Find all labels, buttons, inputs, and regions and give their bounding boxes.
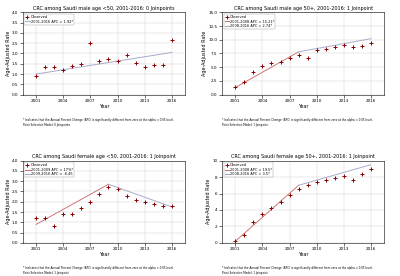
Text: * Indicates that the Annual Percent Change (APC) is significantly different from: * Indicates that the Annual Percent Chan… [222, 266, 373, 275]
Legend: Observed, 2001-2008 APC = 19.5*, 2008-2016 APC = 3.5*: Observed, 2001-2008 APC = 19.5*, 2008-20… [224, 162, 273, 177]
X-axis label: Year: Year [99, 104, 109, 109]
Legend: Observed, 2001-2016 APC = 1.92*: Observed, 2001-2016 APC = 1.92* [24, 14, 74, 25]
Y-axis label: Age-Adjusted Rate: Age-Adjusted Rate [6, 179, 10, 224]
Title: CRC among Saudi male age 50+, 2001-2016: 1 Joinpoint: CRC among Saudi male age 50+, 2001-2016:… [234, 6, 373, 10]
Y-axis label: Age-Adjusted Rate: Age-Adjusted Rate [206, 179, 211, 224]
Y-axis label: Age-Adjusted Rate: Age-Adjusted Rate [6, 31, 10, 76]
Y-axis label: Age-Adjusted Rate: Age-Adjusted Rate [202, 31, 207, 76]
Text: * Indicates that the Annual Percent Change (APC) is significantly different from: * Indicates that the Annual Percent Chan… [23, 118, 174, 127]
X-axis label: Year: Year [298, 253, 308, 258]
Text: * Indicates that the Annual Percent Change (APC) is significantly different from: * Indicates that the Annual Percent Chan… [222, 118, 373, 127]
Title: CRC among Saudi female age <50, 2001-2016: 1 Joinpoint: CRC among Saudi female age <50, 2001-201… [32, 154, 176, 159]
Legend: Observed, 2001-2008 APC = 15.21*, 2008-2016 APC = 2.74*: Observed, 2001-2008 APC = 15.21*, 2008-2… [224, 14, 275, 29]
Legend: Observed, 2001-2009 APC = 17%*, 2009-2016 APC = -6.45: Observed, 2001-2009 APC = 17%*, 2009-201… [24, 162, 74, 177]
X-axis label: Year: Year [99, 253, 109, 258]
Text: * Indicates that the Annual Percent Change (APC) is significantly different from: * Indicates that the Annual Percent Chan… [23, 266, 174, 275]
Title: CRC among Saudi female age 50+, 2001-2016: 1 Joinpoint: CRC among Saudi female age 50+, 2001-201… [231, 154, 375, 159]
Title: CRC among Saudi male age <50, 2001-2016: 0 Joinpoints: CRC among Saudi male age <50, 2001-2016:… [33, 6, 175, 10]
X-axis label: Year: Year [298, 104, 308, 109]
